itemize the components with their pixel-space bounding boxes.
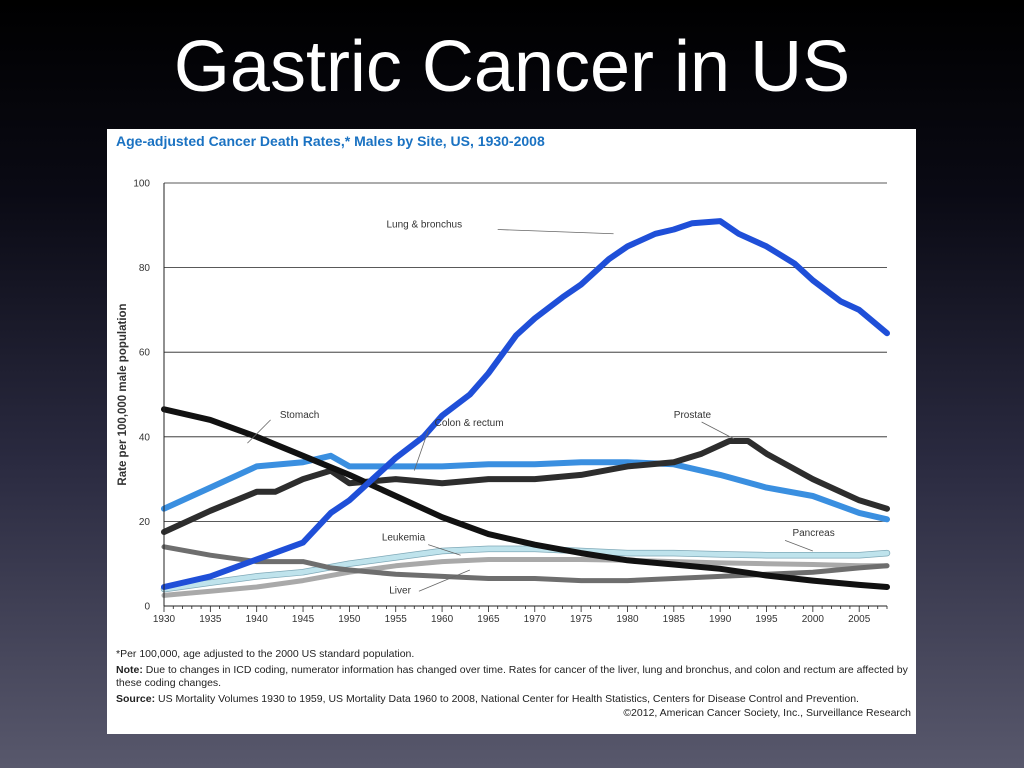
annotation-layer: Lung & bronchus Stomach Colon & rectum Pros… xyxy=(247,219,835,596)
annotation-leader-line xyxy=(428,544,461,556)
x-tick-label: 1985 xyxy=(663,614,686,625)
y-tick-label: 20 xyxy=(139,517,151,528)
x-tick-label: 1970 xyxy=(524,614,547,625)
series-line-prostate xyxy=(161,438,890,535)
series-line-stomach xyxy=(161,406,890,590)
annotation-leader-line xyxy=(784,540,813,552)
y-tick-label: 80 xyxy=(139,263,151,274)
x-tick-label: 1995 xyxy=(755,614,778,625)
x-tick-label: 2005 xyxy=(848,614,871,625)
y-axis-label: Rate per 100,000 male population xyxy=(117,303,129,485)
series-annotation-label: Prostate xyxy=(674,410,712,421)
annotation-leader-line xyxy=(418,569,471,592)
chart-notes: *Per 100,000, age adjusted to the 2000 U… xyxy=(116,648,911,723)
series-annotation-label: Pancreas xyxy=(792,528,834,539)
series-annotation-label: Lung & bronchus xyxy=(386,219,462,230)
slide-title: Gastric Cancer in US xyxy=(173,27,851,107)
x-tick-label: 1950 xyxy=(338,614,361,625)
footnote: *Per 100,000, age adjusted to the 2000 U… xyxy=(116,648,415,660)
chart-figure: Lung & bronchus Stomach Colon & rectum Pros… xyxy=(107,129,916,734)
source-label: Source: xyxy=(116,693,156,705)
x-tick-label: 1965 xyxy=(477,614,500,625)
series-line-colon-rectum xyxy=(161,452,890,523)
series-line-leukemia xyxy=(161,557,890,598)
x-tick-label: 1945 xyxy=(292,614,315,625)
series-layer xyxy=(160,218,891,598)
series-line-lung-bronchus xyxy=(161,218,890,590)
note-text: Due to changes in ICD coding, numerator … xyxy=(116,664,908,689)
series-line-pancreas xyxy=(161,546,890,592)
annotation-leader-line xyxy=(497,229,614,235)
copyright: ©2012, American Cancer Society, Inc., Su… xyxy=(623,707,911,719)
x-tick-label: 1935 xyxy=(199,614,222,625)
annotation-leader-line xyxy=(413,430,429,471)
note-label: Note: xyxy=(116,664,143,676)
source-paragraph: Source: US Mortality Volumes 1930 to 195… xyxy=(116,693,911,706)
x-tick-label: 2000 xyxy=(802,614,825,625)
y-tick-label: 60 xyxy=(139,348,151,359)
series-annotation-label: Leukemia xyxy=(382,532,426,543)
chart-title: Age-adjusted Cancer Death Rates,* Males … xyxy=(116,133,545,149)
x-tick-label: 1960 xyxy=(431,614,454,625)
axis-layer: 0 20 40 60 80 100 1930 1935 1940 1945 1950 1955 1960… xyxy=(117,179,888,625)
annotation-leader-line xyxy=(701,421,735,440)
x-tick-label: 1980 xyxy=(616,614,639,625)
annotation-leader-line xyxy=(247,419,271,444)
x-tick-label: 1940 xyxy=(246,614,269,625)
series-annotation-label: Liver xyxy=(389,585,411,596)
y-tick-label: 100 xyxy=(133,179,150,190)
x-tick-label: 1975 xyxy=(570,614,593,625)
y-tick-label: 40 xyxy=(139,432,151,443)
y-tick-label: 0 xyxy=(144,602,150,613)
series-annotation-label: Colon & rectum xyxy=(435,418,504,429)
note-paragraph: Note: Due to changes in ICD coding, nume… xyxy=(116,664,911,690)
x-tick-label: 1990 xyxy=(709,614,732,625)
x-tick-label: 1930 xyxy=(153,614,176,625)
series-annotation-label: Stomach xyxy=(280,410,319,421)
x-tick-label: 1955 xyxy=(385,614,408,625)
grid-layer xyxy=(164,182,887,522)
line-chart: Lung & bronchus Stomach Colon & rectum Pros… xyxy=(117,179,891,625)
source-text: US Mortality Volumes 1930 to 1959, US Mo… xyxy=(158,693,859,705)
